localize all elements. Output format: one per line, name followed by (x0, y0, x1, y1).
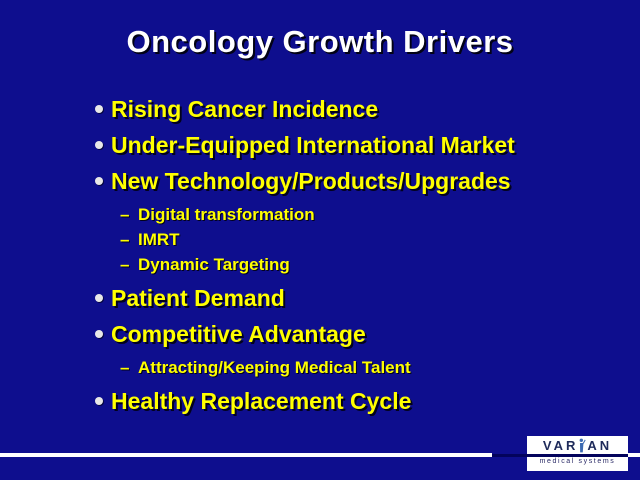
dash-icon: – (120, 358, 130, 377)
bullet-text: Competitive Advantage (111, 321, 366, 347)
bullet-text: Rising Cancer Incidence (111, 96, 379, 122)
footer-rule-dark (492, 454, 628, 457)
varian-person-icon (579, 438, 586, 453)
sub-bullet-list: – Digital transformation – IMRT – Dynami… (120, 204, 615, 275)
sub-bullet-text: Digital transformation (138, 205, 315, 224)
bullet-icon (95, 177, 103, 185)
sub-bullet-text: Dynamic Targeting (138, 255, 290, 274)
varian-logo: VAR AN medical systems (527, 436, 628, 471)
bullet-icon (95, 105, 103, 113)
bullet-text: New Technology/Products/Upgrades (111, 168, 511, 194)
sub-list-item: – IMRT (120, 229, 615, 250)
bullet-icon (95, 141, 103, 149)
list-item: Rising Cancer Incidence (95, 96, 615, 122)
list-item: New Technology/Products/Upgrades (95, 168, 615, 194)
bullet-text: Patient Demand (111, 285, 285, 311)
bullet-text: Healthy Replacement Cycle (111, 388, 412, 414)
varian-logo-brand: VAR AN (527, 438, 628, 453)
bullet-icon (95, 397, 103, 405)
list-item: Patient Demand (95, 285, 615, 311)
varian-logo-tagline: medical systems (539, 458, 616, 465)
footer-rule-white-right (628, 453, 640, 457)
logo-text-left: VAR (542, 438, 579, 453)
sub-list-item: – Dynamic Targeting (120, 254, 615, 275)
sub-list-item: – Attracting/Keeping Medical Talent (120, 357, 615, 378)
bullet-list: Rising Cancer Incidence Under-Equipped I… (95, 96, 615, 424)
dash-icon: – (120, 230, 130, 249)
list-item: Competitive Advantage (95, 321, 615, 347)
dash-icon: – (120, 205, 130, 224)
list-item: Healthy Replacement Cycle (95, 388, 615, 414)
sub-bullet-list: – Attracting/Keeping Medical Talent (120, 357, 615, 378)
bullet-text: Under-Equipped International Market (111, 132, 515, 158)
bullet-icon (95, 330, 103, 338)
sub-bullet-text: Attracting/Keeping Medical Talent (138, 358, 411, 377)
list-item: Under-Equipped International Market (95, 132, 615, 158)
slide-title: Oncology Growth Drivers (126, 24, 514, 59)
logo-text-right: AN (587, 438, 613, 453)
sub-bullet-text: IMRT (138, 230, 180, 249)
dash-icon: – (120, 255, 130, 274)
sub-list-item: – Digital transformation (120, 204, 615, 225)
footer-rule-white (0, 453, 492, 457)
bullet-icon (95, 294, 103, 302)
